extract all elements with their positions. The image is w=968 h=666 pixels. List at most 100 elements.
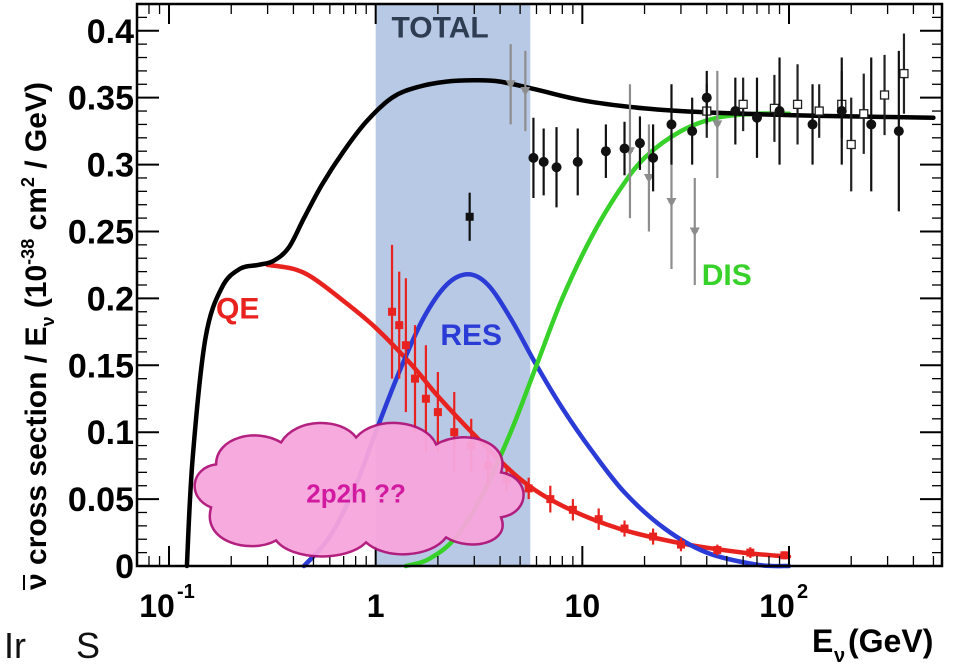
marker (643, 173, 654, 183)
black-point (666, 84, 677, 165)
y-tick-label: 0.25 (68, 213, 134, 251)
marker (568, 505, 577, 514)
marker (746, 548, 755, 557)
red-point (649, 528, 658, 545)
marker (780, 551, 789, 560)
marker (814, 106, 824, 116)
marker (774, 106, 785, 117)
red-point (746, 547, 755, 558)
red-point (546, 485, 555, 513)
black-point (774, 57, 785, 165)
red-point (620, 520, 629, 537)
gray-point (689, 177, 700, 285)
x-tick-label: 10 (565, 588, 601, 624)
open-point (859, 73, 869, 154)
marker (687, 126, 698, 137)
marker (648, 152, 659, 163)
marker (538, 156, 549, 167)
y-tick-label: 0.35 (68, 80, 134, 118)
black-point (866, 57, 877, 192)
y-tick-label: 0.2 (87, 280, 134, 318)
series-labels: TOTAL QE RES DIS (216, 11, 752, 352)
x-tick-label: 10 (139, 588, 175, 624)
open-point (738, 77, 748, 132)
marker (866, 119, 877, 130)
black-point (836, 57, 847, 165)
x-tick-label: 1 (367, 588, 385, 624)
x-axis-title-sub: ν (834, 645, 845, 665)
marker (421, 394, 430, 403)
y-axis-title: ν cross section / Eν (10-38 cm2 / GeV) (18, 82, 58, 590)
y-tick-label: 0.4 (87, 13, 134, 51)
marker (505, 80, 516, 90)
marker (751, 112, 762, 123)
red-point (401, 278, 410, 413)
marker (528, 152, 539, 163)
marker (689, 227, 700, 237)
open-point (846, 97, 856, 192)
red-point (433, 371, 442, 453)
red-point (780, 551, 789, 560)
tick-labels: 00.050.10.150.20.250.30.350.410 -1 1 10 10 2 (68, 13, 808, 624)
marker (619, 143, 630, 154)
marker (713, 545, 722, 554)
footer-fragment: Ir S (4, 625, 101, 666)
y-tick-label: 0 (115, 548, 134, 586)
marker (676, 540, 685, 549)
black-point (600, 124, 611, 178)
series-label-res: RES (440, 319, 502, 352)
open-point (792, 64, 803, 145)
marker (465, 212, 474, 221)
x-tick-label: 10 (759, 588, 795, 624)
series-curves (184, 78, 936, 569)
cloud-text: 2p2h ?? (306, 478, 406, 508)
cloud-annotation: 2p2h ?? (193, 421, 525, 558)
marker (701, 92, 712, 103)
marker (388, 307, 397, 316)
y-tick-label: 0.15 (68, 347, 134, 385)
marker (730, 106, 741, 117)
axes-frame (135, 2, 944, 568)
marker (600, 146, 611, 157)
marker (450, 428, 459, 437)
gray-point (505, 44, 516, 125)
series-label-qe: QE (216, 292, 259, 325)
x-axis-title: E (812, 623, 833, 659)
series-label-total: TOTAL (391, 11, 488, 44)
marker (893, 126, 904, 137)
x-tick-label-exp: 2 (797, 581, 808, 603)
open-point (814, 84, 824, 138)
black-point (551, 127, 562, 208)
y-tick-label: 0.1 (87, 414, 134, 452)
marker (807, 119, 818, 130)
black-square-point (465, 192, 474, 241)
marker (620, 524, 629, 533)
curve-qe (265, 262, 792, 559)
open-point (899, 33, 909, 114)
marker (401, 341, 410, 350)
black-point (701, 70, 712, 125)
marker (879, 90, 890, 100)
black-point (648, 124, 659, 192)
marker (433, 408, 442, 417)
black-point (619, 121, 630, 176)
marker (899, 68, 909, 79)
y-tick-label: 0.05 (68, 481, 134, 519)
marker (792, 99, 803, 110)
marker (395, 321, 404, 330)
red-point (713, 544, 722, 556)
black-point (730, 77, 741, 145)
marker (859, 109, 869, 119)
black-point (572, 128, 583, 196)
gray-point (712, 70, 723, 178)
red-point (594, 508, 603, 530)
marker (572, 156, 583, 167)
marker (551, 162, 562, 173)
open-point (879, 54, 890, 136)
marker (524, 484, 533, 493)
marker (738, 99, 748, 110)
black-point (687, 97, 698, 165)
black-point (538, 128, 549, 196)
marker (411, 374, 420, 383)
